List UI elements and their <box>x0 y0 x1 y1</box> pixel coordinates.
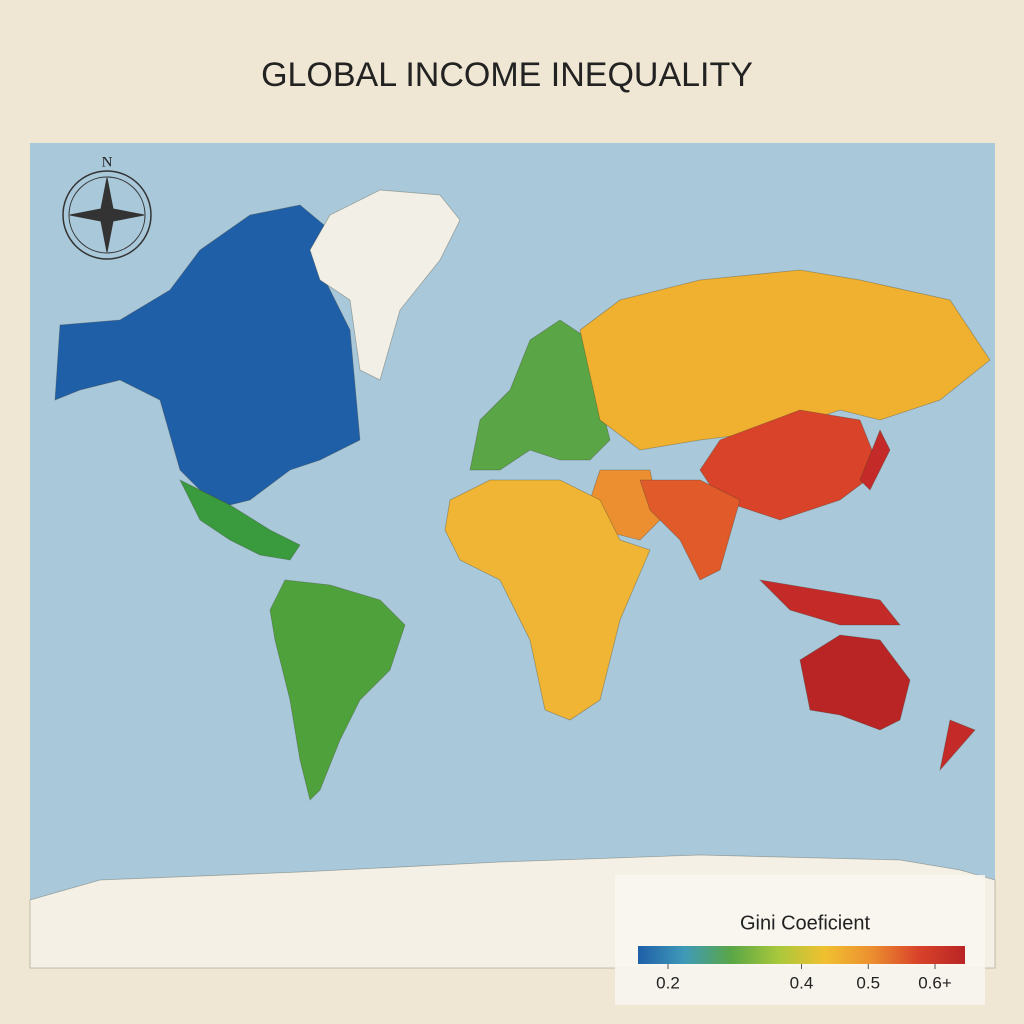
greenland <box>309 189 461 381</box>
australia <box>799 634 911 731</box>
india <box>639 479 741 581</box>
north-america <box>54 204 361 506</box>
compass-ring <box>68 176 146 254</box>
compass: N <box>62 154 152 260</box>
compass-ring <box>62 170 152 260</box>
southeast-asia <box>758 579 901 626</box>
legend-tick-label: 0.5 <box>856 973 880 992</box>
compass-label: N <box>102 154 113 170</box>
central-america <box>179 479 301 561</box>
legend-title: Gini Coeficient <box>740 912 871 934</box>
china <box>699 409 881 521</box>
land <box>29 189 996 969</box>
northern-asia <box>579 269 991 451</box>
legend-tick-label: 0.4 <box>790 973 814 992</box>
africa <box>444 479 651 721</box>
japan <box>859 429 891 491</box>
south-america <box>269 579 406 801</box>
new-zealand <box>939 719 976 772</box>
map-title: GLOBAL INCOME INEQUALITY <box>261 56 753 94</box>
legend-box <box>615 875 985 1005</box>
legend-tick-label: 0.6+ <box>918 973 952 992</box>
legend-tick-label: 0.2 <box>656 973 680 992</box>
compass-star <box>69 177 145 253</box>
colorbar <box>638 946 965 964</box>
